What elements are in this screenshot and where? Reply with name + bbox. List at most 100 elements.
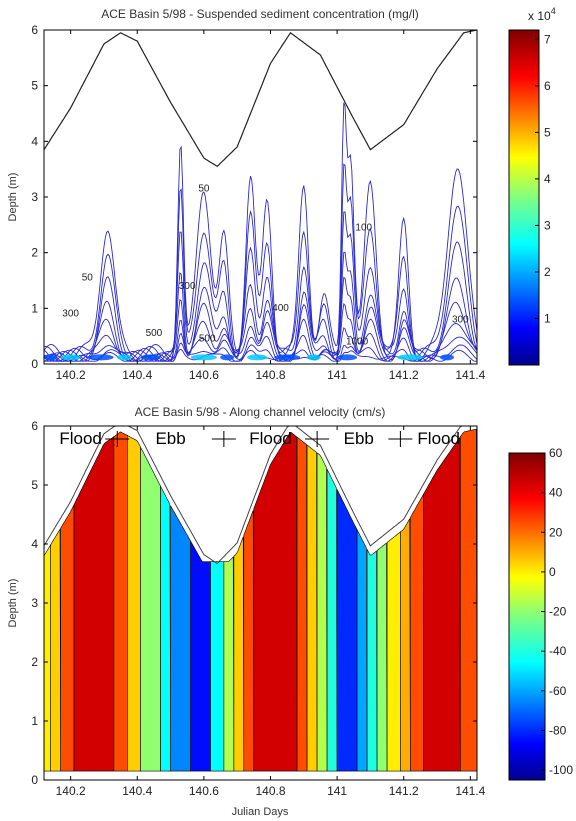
x-tick-label: 140.8 <box>255 784 285 798</box>
y-tick-label: 1 <box>31 714 38 728</box>
velocity-band <box>190 539 211 772</box>
velocity-band <box>376 542 388 772</box>
velocity-band <box>50 528 62 772</box>
tidal-phases: Flood Ebb Flood Ebb Flood <box>59 429 460 448</box>
x-tick-label: 141 <box>327 784 347 798</box>
contour-label: 1000 <box>346 337 369 348</box>
x-tick-label: 140.6 <box>189 784 219 798</box>
contour-label: 500 <box>146 328 163 339</box>
tidal-phase-label: Ebb <box>344 429 374 448</box>
high-concentration-blob <box>440 354 455 361</box>
x-tick-label: 140.2 <box>56 784 86 798</box>
contour-line <box>44 342 477 362</box>
contour-line <box>44 211 477 362</box>
y-tick-label: 4 <box>31 537 38 551</box>
velocity-band <box>113 431 128 772</box>
contour-line <box>44 163 477 362</box>
velocity-band <box>210 561 225 772</box>
velocity-band <box>356 529 368 772</box>
velocity-band <box>366 549 378 772</box>
velocity-band <box>423 436 461 772</box>
y-tick-label: 0 <box>31 357 38 371</box>
colorbar-tick-label: 3 <box>544 218 551 232</box>
high-concentration-blob <box>190 354 217 361</box>
colorbar-tick-label: -60 <box>549 684 567 698</box>
contour-label: 400 <box>272 303 289 314</box>
colorbar-tick-label: -20 <box>549 605 567 619</box>
colorbar-ticks: 1 2 3 4 5 6 7 <box>535 32 551 325</box>
colorbar-tick-label: 4 <box>544 172 551 186</box>
colorbar-tick-label: 1 <box>544 311 551 325</box>
sediment-chart: ACE Basin 5/98 - Suspended sediment conc… <box>7 6 556 382</box>
high-concentration-blob <box>140 354 161 361</box>
velocity-band <box>140 447 161 772</box>
contour-label: 500 <box>199 334 216 345</box>
velocity-band <box>400 518 411 772</box>
y-axis: 0 1 2 3 4 5 6 <box>31 23 477 371</box>
colorbar-tick-label: -40 <box>549 644 567 658</box>
chart-title: ACE Basin 5/98 - Along channel velocity … <box>135 405 386 419</box>
velocity-band <box>160 486 171 772</box>
colorbar-tick-label: 2 <box>544 265 551 279</box>
velocity-band <box>316 452 328 772</box>
colorbar-tick-label: 20 <box>549 525 563 539</box>
y-tick-label: 6 <box>31 23 38 37</box>
high-concentration-blob <box>247 354 268 361</box>
colorbar-ticks: 60 40 20 0 -20 -40 -60 -80 -100 <box>541 446 573 777</box>
colorbar-tick-label: 60 <box>549 446 563 460</box>
y-tick-label: 2 <box>31 246 38 260</box>
x-axis-label: Julian Days <box>232 806 289 818</box>
surface-line <box>44 30 477 168</box>
colorbar-tick-label: 5 <box>544 125 551 139</box>
colorbar-tick-label: 0 <box>549 565 556 579</box>
chart-title: ACE Basin 5/98 - Suspended sediment conc… <box>101 7 419 21</box>
contour-label: 50 <box>82 273 94 284</box>
high-concentration-blob <box>116 354 131 361</box>
velocity-bands <box>44 428 477 772</box>
x-tick-label: 141.2 <box>389 368 419 382</box>
velocity-band <box>410 492 424 772</box>
colorbar: 60 40 20 0 -20 -40 -60 -80 -100 <box>508 446 573 781</box>
contour-label: 300 <box>179 281 196 292</box>
y-tick-label: 5 <box>31 478 38 492</box>
velocity-band <box>306 444 318 772</box>
x-tick-label: 140.2 <box>56 368 86 382</box>
contour-line <box>44 251 477 362</box>
tidal-phase-label: Flood <box>417 429 460 448</box>
velocity-band <box>223 556 235 772</box>
colorbar-multiplier: x 104 <box>528 6 556 23</box>
x-axis: 140.2 140.4 140.6 140.8 141 141.2 141.4 <box>56 30 486 382</box>
velocity-band <box>386 531 401 772</box>
y-tick-label: 2 <box>31 655 38 669</box>
contour-label: 100 <box>355 222 372 233</box>
colorbar-gradient <box>508 29 540 366</box>
contour-label: 300 <box>452 314 469 325</box>
x-tick-label: 141.4 <box>455 368 485 382</box>
velocity-band <box>60 504 75 772</box>
x-tick-label: 141.4 <box>455 784 485 798</box>
colorbar: 1 2 3 4 5 6 7 x 104 <box>508 6 556 366</box>
velocity-band <box>44 543 51 772</box>
high-concentration-blob <box>44 354 58 361</box>
x-tick-label: 141 <box>327 368 347 382</box>
contour-label: 300 <box>62 309 79 320</box>
velocity-band <box>73 435 115 772</box>
y-tick-label: 3 <box>31 596 38 610</box>
contour-line <box>44 327 477 362</box>
velocity-band <box>233 536 245 772</box>
colorbar-tick-label: -80 <box>549 723 567 737</box>
y-tick-label: 1 <box>31 301 38 315</box>
velocity-chart: ACE Basin 5/98 - Along channel velocity … <box>7 405 573 818</box>
high-concentration-blob <box>337 354 358 361</box>
y-axis: 0 1 2 3 4 5 6 <box>31 419 477 787</box>
velocity-band <box>336 489 358 772</box>
y-tick-label: 5 <box>31 79 38 93</box>
high-concentration-blob <box>60 354 81 361</box>
y-tick-label: 4 <box>31 134 38 148</box>
velocity-band <box>296 436 308 772</box>
x-tick-label: 140.4 <box>122 784 152 798</box>
colorbar-tick-label: 7 <box>544 32 551 46</box>
tidal-phase-label: Flood <box>249 429 292 448</box>
tidal-phase-label: Flood <box>59 429 102 448</box>
